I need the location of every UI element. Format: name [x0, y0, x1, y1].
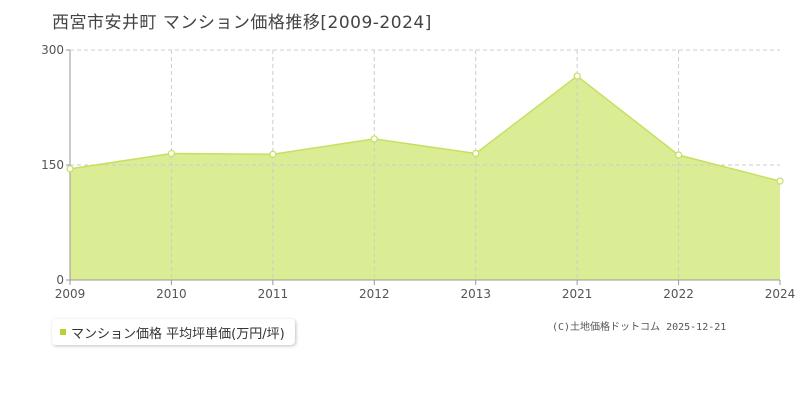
- x-tick-label: 2010: [156, 287, 187, 301]
- legend: マンション価格 平均坪単価(万円/坪): [52, 319, 295, 345]
- data-point: [674, 151, 683, 159]
- x-tick-label: 2011: [258, 287, 289, 301]
- data-point: [573, 72, 581, 80]
- x-tick-label: 2024: [765, 287, 796, 301]
- data-point: [167, 149, 176, 158]
- legend-label: マンション価格 平均坪単価(万円/坪): [71, 326, 285, 342]
- x-tick-label: 2021: [562, 287, 593, 301]
- area-fill: [70, 76, 780, 280]
- area-chart: 0 150 300 2009 2010 2011 2012 2013 2021 2022 2024: [41, 43, 796, 301]
- x-tick-label: 2012: [359, 287, 390, 301]
- series-line: [69, 75, 781, 182]
- y-tick-label: 300: [41, 43, 64, 57]
- legend-swatch: [60, 329, 66, 335]
- y-tick-label: 150: [41, 158, 64, 172]
- copyright-text: (C)土地価格ドットコム 2025-12-21: [552, 322, 727, 333]
- data-point: [776, 177, 784, 185]
- data-point: [269, 150, 277, 158]
- x-tick-label: 2009: [55, 287, 86, 301]
- data-point: [472, 149, 480, 158]
- data-point: [370, 135, 378, 143]
- x-tick-label: 2013: [460, 287, 491, 301]
- y-tick-label: 0: [56, 273, 64, 287]
- chart-title: 西宮市安井町 マンション価格推移[2009-2024]: [52, 13, 432, 33]
- data-point: [66, 165, 74, 173]
- x-tick-label: 2022: [663, 287, 694, 301]
